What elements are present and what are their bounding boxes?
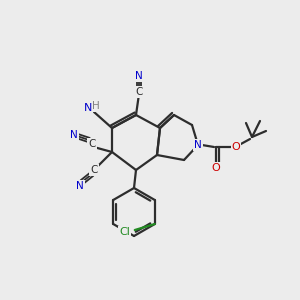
Text: Cl: Cl xyxy=(119,227,130,237)
Text: O: O xyxy=(232,142,240,152)
Text: C: C xyxy=(135,87,143,97)
Text: N: N xyxy=(135,71,143,81)
Text: O: O xyxy=(212,163,220,173)
Text: N: N xyxy=(70,130,78,140)
Text: N: N xyxy=(194,140,202,150)
Text: C: C xyxy=(88,139,96,149)
Text: Cl: Cl xyxy=(119,227,130,237)
Text: O: O xyxy=(232,142,240,152)
Text: C: C xyxy=(88,139,96,149)
Text: N: N xyxy=(135,71,143,81)
Text: N: N xyxy=(70,130,78,140)
Text: H: H xyxy=(92,101,100,111)
Text: H: H xyxy=(92,101,100,111)
Text: C: C xyxy=(90,165,98,175)
Text: N: N xyxy=(84,103,92,113)
Text: N: N xyxy=(76,181,84,191)
Text: C: C xyxy=(135,87,143,97)
Text: N: N xyxy=(84,103,92,113)
Text: C: C xyxy=(90,165,98,175)
Text: N: N xyxy=(194,140,202,150)
Text: N: N xyxy=(76,181,84,191)
Text: O: O xyxy=(212,163,220,173)
